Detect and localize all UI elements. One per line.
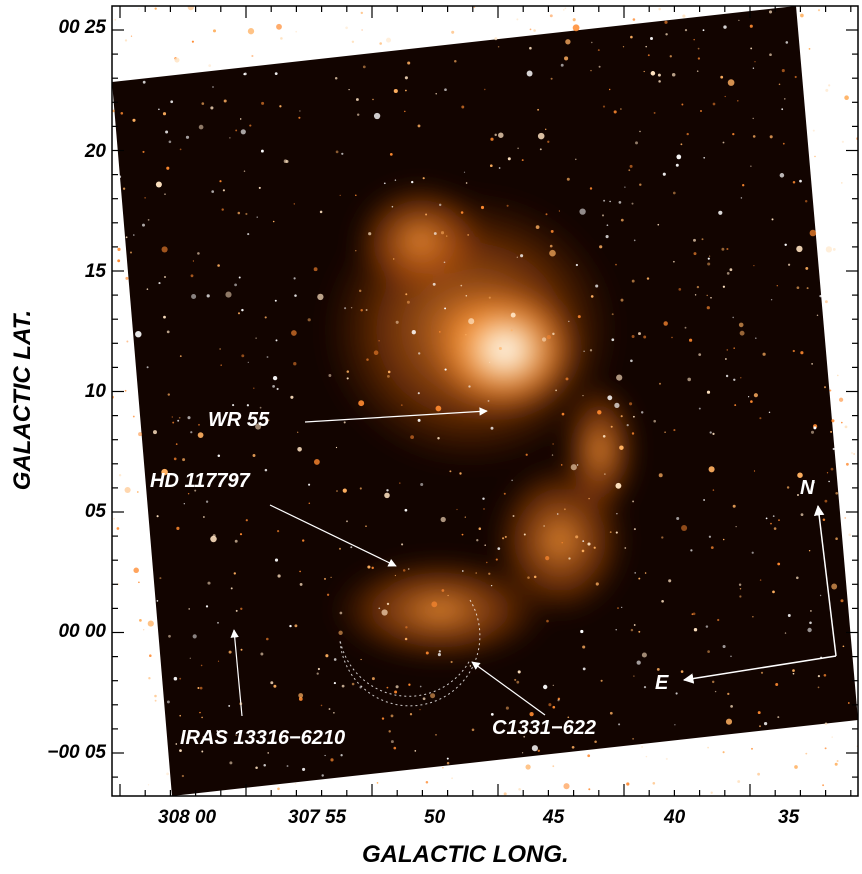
y-axis-title: GALACTIC LAT. <box>9 309 36 491</box>
label-east: E <box>655 672 669 694</box>
y-tick-label: 20 <box>84 141 106 162</box>
label-north: N <box>800 477 815 499</box>
plot-frame <box>111 5 859 797</box>
x-tick-label: 50 <box>424 807 446 828</box>
c1331-arrow <box>471 661 546 716</box>
label-hd117797: HD 117797 <box>150 470 250 492</box>
y-tick-label: −00 05 <box>47 742 106 763</box>
iras-arrow <box>230 629 243 717</box>
x-tick-label: 40 <box>664 807 686 828</box>
x-tick-label: 35 <box>778 807 800 828</box>
label-iras: IRAS 13316−6210 <box>180 727 346 749</box>
x-tick-label: 45 <box>543 807 565 828</box>
axis-ticks <box>112 6 858 796</box>
x-axis-title: GALACTIC LONG. <box>362 841 569 868</box>
nebula-emission <box>320 180 640 665</box>
cluster-outline <box>339 599 481 707</box>
wr55-arrow <box>304 407 488 423</box>
y-tick-label: 00 00 <box>58 621 106 642</box>
y-tick-label: 15 <box>84 261 106 282</box>
hd117797-arrow <box>269 504 397 567</box>
x-tick-label: 307 55 <box>288 807 347 828</box>
y-tick-label: 00 25 <box>58 17 106 38</box>
y-tick-label: 10 <box>84 381 106 402</box>
star-field <box>112 6 858 796</box>
y-tick-label: 05 <box>84 501 106 522</box>
east-arrow <box>682 655 837 684</box>
north-arrow <box>813 504 837 657</box>
label-c1331: C1331−622 <box>492 717 596 739</box>
label-wr55: WR 55 <box>208 409 270 431</box>
x-tick-label: 308 00 <box>158 807 217 828</box>
